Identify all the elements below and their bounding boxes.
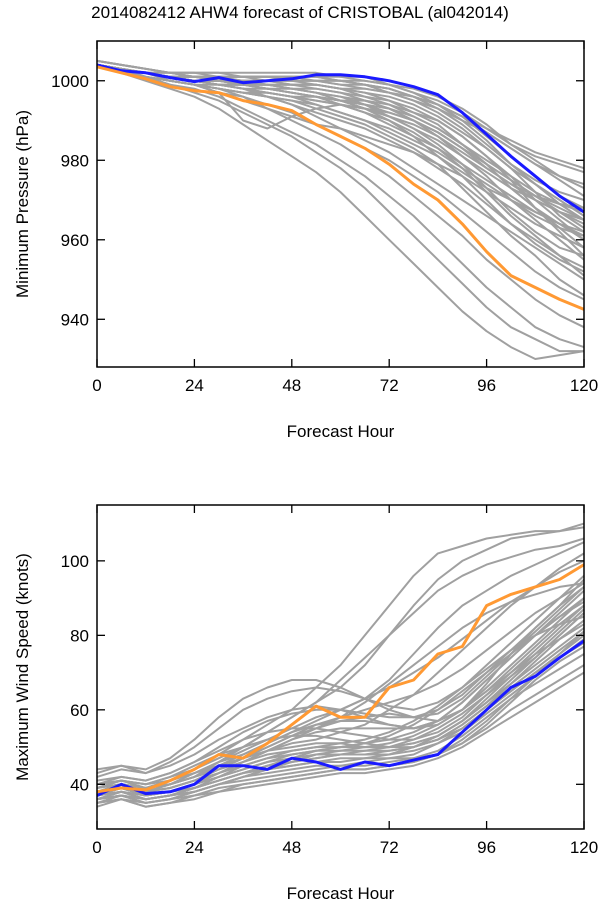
pressure-y-tick-label: 940 [61,310,89,329]
wind-y-tick-label: 60 [70,701,89,720]
wind-plot-frame [96,504,585,830]
wind-x-tick-label: 96 [477,838,496,857]
pressure-ensemble-member-16 [96,63,585,360]
wind-x-tick-label: 0 [92,838,101,857]
pressure-ensemble-member-34 [96,63,585,170]
wind-ensemble-member-4 [96,526,585,793]
wind-highlight-series [96,563,585,797]
wind-ensemble-member-34 [96,559,585,793]
pressure-x-tick-label: 24 [185,376,204,395]
pressure-ensemble-member-36 [96,63,585,237]
pressure-ensemble-member-11 [96,63,585,269]
wind-ensemble-member-13 [96,671,585,808]
wind-ensemble-member-33 [96,604,585,804]
pressure-y-axis-label: Minimum Pressure (hPa) [13,110,32,298]
pressure-y-tick-label: 980 [61,151,89,170]
pressure-x-axis-label: Forecast Hour [287,422,395,441]
wind-y-tick-label: 40 [70,775,89,794]
wind-y-tick-label: 100 [61,552,89,571]
pressure-highlight-series [96,63,585,311]
wind-x-tick-label: 48 [282,838,301,857]
wind-chart: 0 24 48 72 96 120 40 60 80 100 Forecast Hour Maxi… [13,504,598,900]
pressure-x-tick-label: 72 [380,376,399,395]
pressure-ensemble-lines [96,59,585,360]
wind-ensemble-member-17 [96,586,585,775]
pressure-y-tick-label: 960 [61,231,89,250]
pressure-y-tick-label: 1000 [51,72,89,91]
wind-x-tick-label: 72 [380,838,399,857]
wind-axes: 0 24 48 72 96 120 40 60 80 100 [61,504,598,857]
pressure-x-tick-label: 96 [477,376,496,395]
pressure-x-tick-label: 120 [570,376,598,395]
figure-title: 2014082412 AHW4 forecast of CRISTOBAL (a… [91,3,509,22]
pressure-axes: 0 24 48 72 96 120 940 960 980 1000 [51,40,598,395]
pressure-x-tick-label: 48 [282,376,301,395]
wind-highlight-series-line-2 [96,563,585,794]
pressure-ensemble-member-14 [96,63,585,349]
wind-highlight-series-line-1 [96,639,585,797]
wind-ensemble-member-32 [96,634,585,797]
pressure-ensemble-member-33 [96,63,585,221]
wind-x-axis-label: Forecast Hour [287,884,395,900]
wind-ensemble-lines [96,522,585,808]
pressure-ensemble-member-18 [96,63,585,241]
wind-ensemble-member-12 [96,664,585,804]
wind-y-axis-label: Maximum Wind Speed (knots) [13,553,32,781]
wind-x-tick-label: 120 [570,838,598,857]
wind-ensemble-member-16 [96,575,585,778]
wind-ensemble-member-25 [96,615,585,801]
pressure-ensemble-member-20 [96,63,585,186]
pressure-x-tick-label: 0 [92,376,101,395]
pressure-highlight-series-line-2 [96,65,585,311]
pressure-plot-frame [96,40,585,368]
pressure-ensemble-member-21 [96,63,585,241]
pressure-highlight-series-line-1 [96,63,585,214]
wind-x-tick-label: 24 [185,838,204,857]
wind-ensemble-member-1 [96,578,585,793]
pressure-ensemble-member-4 [96,63,585,261]
pressure-ensemble-member-23 [96,63,585,237]
wind-ensemble-member-3 [96,522,585,789]
wind-ensemble-member-27 [96,645,585,801]
wind-y-tick-label: 80 [70,626,89,645]
